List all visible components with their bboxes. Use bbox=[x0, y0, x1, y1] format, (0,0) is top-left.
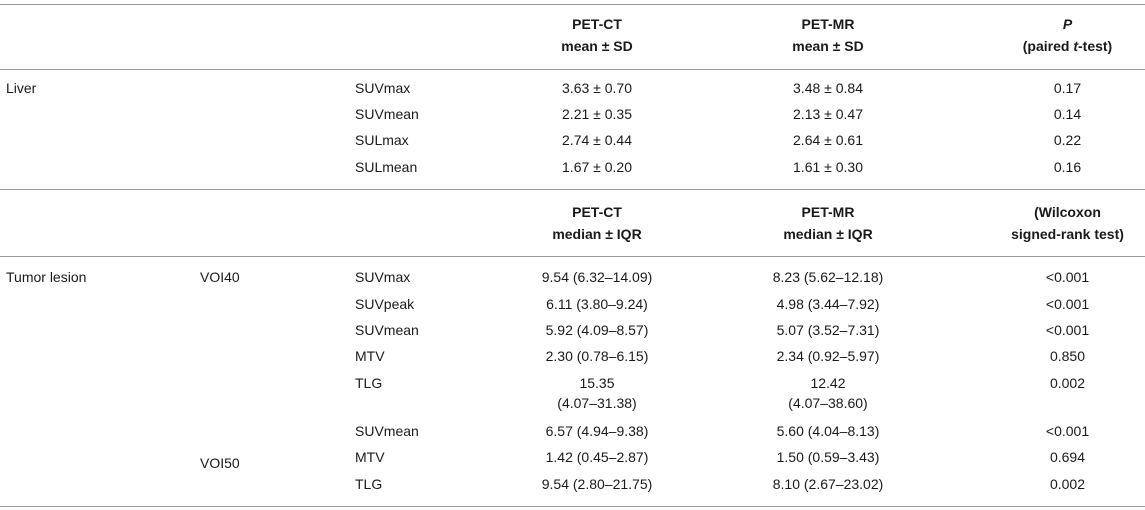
header1-pet-ct: PET-CT mean ± SD bbox=[561, 16, 633, 54]
subgroup-label-voi50: VOI50 bbox=[200, 455, 240, 471]
header2-rule bbox=[0, 256, 1145, 257]
metric-label: SUVmax bbox=[355, 80, 411, 96]
p-value: 0.17 bbox=[1053, 80, 1082, 96]
table-top-rule bbox=[0, 4, 1145, 5]
metric-label: SUVpeak bbox=[355, 296, 415, 312]
header2-pet-ct: PET-CT median ± IQR bbox=[552, 204, 642, 242]
pet-ct-value: 15.35 (4.07–31.38) bbox=[557, 375, 637, 411]
p-value: 0.694 bbox=[1049, 449, 1086, 465]
pet-mr-value: 1.61 ± 0.30 bbox=[793, 159, 863, 175]
pet-ct-value: 2.21 ± 0.35 bbox=[562, 106, 632, 122]
p-value: 0.14 bbox=[1053, 106, 1082, 122]
pet-mr-value: 4.98 (3.44–7.92) bbox=[776, 296, 880, 312]
pet-ct-value: 5.92 (4.09–8.57) bbox=[545, 322, 649, 338]
pet-mr-value: 3.48 ± 0.84 bbox=[793, 80, 863, 96]
header2-test-name: (Wilcoxon signed-rank test) bbox=[1011, 204, 1124, 242]
pet-ct-value: 2.74 ± 0.44 bbox=[562, 132, 632, 148]
pet-mr-value: 8.23 (5.62–12.18) bbox=[772, 269, 884, 285]
header1-rule bbox=[0, 69, 1145, 70]
pet-mr-value: 5.07 (3.52–7.31) bbox=[776, 322, 880, 338]
section-rule bbox=[0, 189, 1145, 190]
pet-ct-value: 9.54 (2.80–21.75) bbox=[541, 476, 653, 492]
metric-label: SUVmean bbox=[355, 322, 419, 338]
pet-ct-value: 6.57 (4.94–9.38) bbox=[545, 423, 649, 439]
pet-ct-value: 3.63 ± 0.70 bbox=[562, 80, 632, 96]
pet-mr-value: 1.50 (0.59–3.43) bbox=[776, 449, 880, 465]
pet-mr-value: 2.13 ± 0.47 bbox=[793, 106, 863, 122]
metric-label: SUVmean bbox=[355, 423, 419, 439]
p-value: <0.001 bbox=[1045, 322, 1090, 338]
p-value: 0.002 bbox=[1049, 476, 1086, 492]
p-value: 0.850 bbox=[1049, 348, 1086, 364]
metric-label: MTV bbox=[355, 449, 385, 465]
pet-mr-value: 2.64 ± 0.61 bbox=[793, 132, 863, 148]
pet-ct-value: 6.11 (3.80–9.24) bbox=[546, 296, 648, 312]
metric-label: TLG bbox=[355, 476, 383, 492]
pet-mr-value: 12.42 (4.07–38.60) bbox=[788, 375, 868, 411]
p-value: 0.16 bbox=[1053, 159, 1082, 175]
p-value: <0.001 bbox=[1045, 296, 1090, 312]
p-value: 0.002 bbox=[1049, 375, 1086, 391]
pet-mr-value: 2.34 (0.92–5.97) bbox=[776, 348, 880, 364]
metric-label: SUVmean bbox=[355, 106, 419, 122]
header1-test-name: (paired t-test) bbox=[1022, 38, 1113, 54]
p-value: <0.001 bbox=[1045, 423, 1090, 439]
pet-mr-value: 5.60 (4.04–8.13) bbox=[776, 423, 880, 439]
pet-ct-value: 2.30 (0.78–6.15) bbox=[545, 348, 649, 364]
p-value: 0.22 bbox=[1053, 132, 1082, 148]
p-value: <0.001 bbox=[1045, 269, 1090, 285]
pet-ct-value: 9.54 (6.32–14.09) bbox=[541, 269, 653, 285]
metric-label: MTV bbox=[355, 348, 385, 364]
group-label-liver: Liver bbox=[6, 80, 37, 96]
pet-mr-value: 8.10 (2.67–23.02) bbox=[772, 476, 884, 492]
metric-label: SULmean bbox=[355, 159, 418, 175]
subgroup-label-voi40: VOI40 bbox=[200, 269, 240, 285]
header1-p-value: P (paired t-test) bbox=[990, 13, 1145, 57]
metric-label: SUVmax bbox=[355, 269, 411, 285]
group-label-tumor: Tumor lesion bbox=[6, 269, 87, 285]
table-bottom-rule bbox=[0, 506, 1145, 507]
pet-ct-value: 1.42 (0.45–2.87) bbox=[545, 449, 649, 465]
metric-label: SULmax bbox=[355, 132, 409, 148]
header1-pet-mr: PET-MR mean ± SD bbox=[792, 16, 864, 54]
pet-ct-value: 1.67 ± 0.20 bbox=[562, 159, 632, 175]
header2-pet-mr: PET-MR median ± IQR bbox=[783, 204, 873, 242]
metric-label: TLG bbox=[355, 375, 383, 391]
